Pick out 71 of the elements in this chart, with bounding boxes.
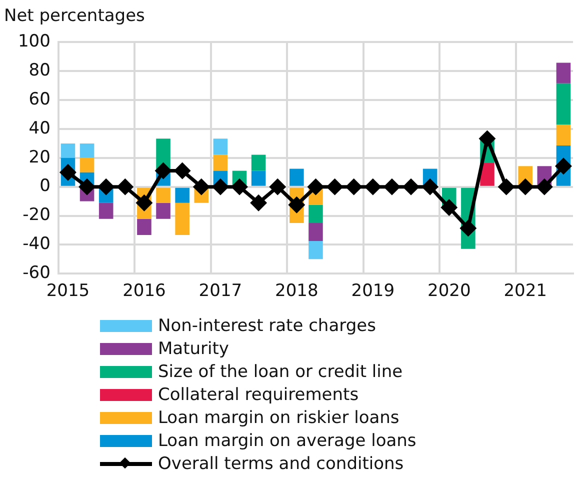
point <box>479 130 495 146</box>
bar <box>80 158 94 172</box>
x-tick-label: 2021 <box>504 281 547 302</box>
y-tick-label: -40 <box>22 234 50 254</box>
point <box>346 179 362 195</box>
bar <box>556 83 571 125</box>
bar <box>556 62 571 84</box>
x-tick-label: 2020 <box>427 281 471 302</box>
y-tick-label: 0 <box>40 176 50 196</box>
point <box>156 163 172 179</box>
y-tick-label: 40 <box>28 118 50 138</box>
point <box>98 179 114 195</box>
legend-label: Maturity <box>158 338 229 358</box>
y-tick-label: -20 <box>22 205 50 226</box>
bar <box>156 188 170 203</box>
legend-label: Collateral requirements <box>158 384 359 404</box>
point <box>232 179 248 195</box>
point <box>117 179 133 195</box>
point <box>136 195 152 211</box>
point <box>384 179 400 195</box>
bar <box>98 202 114 219</box>
point <box>365 179 381 195</box>
point <box>79 179 95 195</box>
bar <box>60 143 76 158</box>
legend-label: Size of the loan or credit line <box>158 362 403 382</box>
bar <box>213 138 228 155</box>
legend-label: Loan margin on average loans <box>158 430 416 450</box>
x-tick-label: 2018 <box>275 281 318 302</box>
point <box>518 179 534 195</box>
point <box>270 179 286 195</box>
point <box>460 220 476 236</box>
bar <box>156 202 170 219</box>
point <box>556 158 572 174</box>
point <box>536 179 552 195</box>
y-tick-label: 20 <box>28 147 50 168</box>
bar <box>556 124 571 146</box>
bar <box>80 143 94 158</box>
point <box>174 163 190 179</box>
y-tick-label: -60 <box>22 263 50 284</box>
y-tick-label: 60 <box>28 89 50 110</box>
x-tick-label: 2019 <box>351 281 395 302</box>
bar <box>251 154 266 171</box>
legend-label: Overall terms and conditions <box>158 454 404 474</box>
point <box>327 179 343 195</box>
point <box>60 164 76 180</box>
x-tick-label: 2017 <box>198 281 242 302</box>
y-tick-label: 100 <box>18 32 50 52</box>
bar <box>213 154 228 171</box>
point <box>498 179 514 195</box>
x-tick-label: 2016 <box>122 281 166 302</box>
y-tick-label: 80 <box>28 60 50 81</box>
point <box>422 179 438 195</box>
bar <box>175 202 190 235</box>
bar <box>308 222 323 242</box>
bar <box>308 204 323 223</box>
point <box>441 200 457 216</box>
bar <box>175 188 190 203</box>
point <box>308 179 324 195</box>
legend-label: Non-interest rate charges <box>158 316 376 336</box>
x-tick-label: 2015 <box>46 281 90 302</box>
bar <box>290 168 304 186</box>
y-axis-title: Net percentages <box>4 6 145 26</box>
point <box>250 195 266 211</box>
bar <box>308 241 323 260</box>
point <box>403 179 419 195</box>
bar <box>251 170 266 186</box>
legend-label: Loan margin on riskier loans <box>158 408 400 428</box>
bar <box>137 218 152 235</box>
point <box>194 179 210 195</box>
point <box>288 197 304 213</box>
point <box>212 179 228 195</box>
